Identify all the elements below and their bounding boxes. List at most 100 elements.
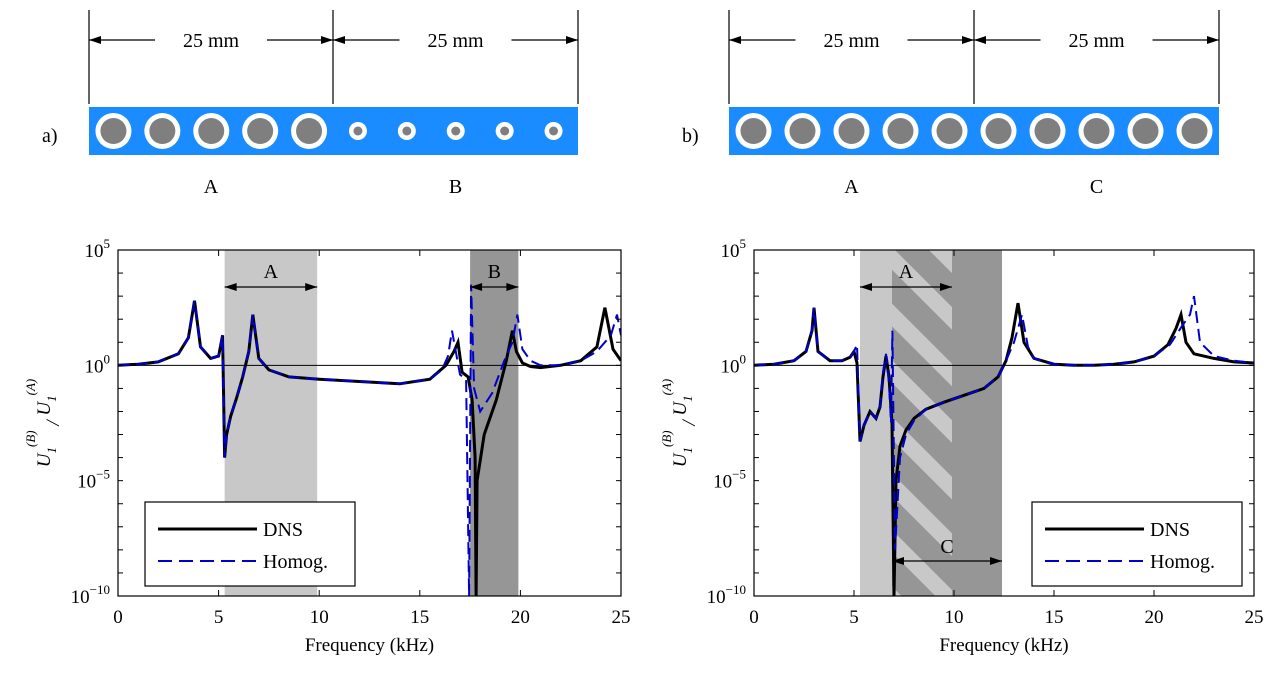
series-homog — [754, 295, 1254, 550]
inclusion-core — [247, 118, 274, 144]
geometry-panels: a) 25 mm 25 mm A Bb) 25 mm 25 mm A C — [42, 10, 1220, 198]
band-arrow-B-head-right — [506, 283, 519, 291]
legend-box — [1031, 501, 1243, 587]
inclusion-core — [296, 118, 323, 144]
band-overlap-hatch — [892, 250, 952, 596]
inclusion-core — [451, 126, 461, 136]
y-tick-label: 100 — [721, 351, 747, 377]
inclusion-core — [936, 118, 963, 144]
y-axis-label: U1(B) / U1(A) — [23, 379, 64, 467]
inclusion-core — [1181, 118, 1208, 144]
inclusion-core — [549, 126, 559, 136]
y-tick-base: 10 — [721, 241, 740, 262]
band-arrow-C-head-right — [990, 557, 1002, 565]
geometry-panel-b: b) 25 mm 25 mm A C — [682, 10, 1220, 198]
band-arrow-A-head-right — [305, 283, 318, 291]
y-axis-label-part: 1 — [680, 447, 695, 454]
axes-frame — [753, 249, 1255, 597]
x-tick-label: 25 — [612, 607, 631, 628]
dimension-arrow-head — [962, 36, 974, 44]
y-axis-label-part: (B) — [23, 430, 38, 447]
y-tick-base: 10 — [707, 587, 726, 608]
y-tick-base: 10 — [85, 241, 104, 262]
y-axis-label-part: U — [670, 452, 691, 467]
dimension-arrow-head — [89, 36, 101, 44]
y-axis-label: U1(B) / U1(A) — [659, 379, 700, 467]
y-axis-label-part: (B) — [659, 430, 674, 447]
segment-label: A — [844, 176, 859, 198]
y-axis-label-part: U — [34, 401, 55, 416]
dimension-label: 25 mm — [823, 30, 880, 52]
inclusion-core — [838, 118, 865, 144]
segment-label: C — [1090, 176, 1103, 198]
x-axis-label: Frequency (kHz) — [939, 635, 1068, 656]
y-tick-exponent: −5 — [732, 467, 746, 482]
y-tick-exponent: 0 — [104, 351, 111, 366]
y-tick-base: 10 — [713, 472, 732, 493]
x-tick-label: 10 — [310, 607, 329, 628]
inclusion-core — [740, 118, 767, 144]
legend-box — [144, 501, 356, 587]
x-tick-label: 15 — [410, 607, 429, 628]
y-tick-base: 10 — [71, 587, 90, 608]
legend-entry: DNS — [263, 519, 303, 541]
dimension-arrow-head — [974, 36, 986, 44]
inclusion-core — [353, 126, 363, 136]
y-tick-exponent: 0 — [740, 351, 747, 366]
x-tick-label: 20 — [1145, 607, 1164, 628]
inclusion-core — [985, 118, 1012, 144]
x-tick-label: 0 — [113, 607, 123, 628]
y-tick-label: 100 — [85, 351, 111, 377]
band-arrow-B-head-left — [470, 283, 483, 291]
plot-clip — [754, 250, 1254, 596]
x-tick-label: 0 — [749, 607, 759, 628]
segment-label: A — [204, 176, 219, 198]
band-arrow-C-head-left — [892, 557, 904, 565]
inclusion-core — [887, 118, 914, 144]
dimension-label: 25 mm — [427, 30, 484, 52]
y-axis-label-part: 1 — [44, 395, 59, 402]
y-axis-label-part: (A) — [23, 379, 38, 396]
inclusion-core — [198, 118, 225, 144]
inclusion-core — [149, 118, 176, 144]
inclusion-core — [1034, 118, 1061, 144]
y-tick-exponent: 5 — [104, 236, 111, 251]
y-axis-label-part: U — [670, 401, 691, 416]
y-tick-label: 105 — [85, 236, 111, 262]
y-tick-label: 10−5 — [77, 467, 110, 493]
legend-entry: DNS — [1150, 519, 1190, 541]
x-axis-label: Frequency (kHz) — [305, 635, 434, 656]
legend: DNS Homog. — [1031, 501, 1243, 587]
y-axis-label-part: / — [679, 416, 700, 431]
band-arrow-A-head-right — [940, 283, 952, 291]
y-tick-label: 10−5 — [713, 467, 746, 493]
inclusion-core — [402, 126, 412, 136]
y-axis-label-part: (A) — [659, 379, 674, 396]
band-arrow-A-head-left — [860, 283, 872, 291]
y-tick-exponent: −5 — [96, 467, 110, 482]
inclusion-core — [789, 118, 816, 144]
y-tick-exponent: −10 — [726, 582, 746, 597]
band-arrow-A-head-left — [224, 283, 237, 291]
band-B — [470, 250, 519, 596]
panel-label: b) — [682, 125, 699, 147]
inclusion-core — [1132, 118, 1159, 144]
x-tick-label: 5 — [849, 607, 859, 628]
band-label-B: B — [488, 261, 501, 283]
x-tick-label: 5 — [214, 607, 224, 628]
band-label-C: C — [940, 536, 953, 558]
dimension-label: 25 mm — [1068, 30, 1125, 52]
y-axis-label-part: 1 — [44, 447, 59, 454]
dimension-arrow-head — [321, 36, 333, 44]
band-label-A: A — [899, 261, 914, 283]
axes-frame — [117, 249, 622, 597]
y-tick-base: 10 — [721, 356, 740, 377]
inclusion-core — [500, 126, 510, 136]
y-tick-label: 10−10 — [71, 582, 110, 608]
y-tick-label: 105 — [721, 236, 747, 262]
geometry-panel-a: a) 25 mm 25 mm A B — [42, 10, 579, 198]
y-tick-label: 10−10 — [707, 582, 746, 608]
dimension-arrow-head — [333, 36, 345, 44]
